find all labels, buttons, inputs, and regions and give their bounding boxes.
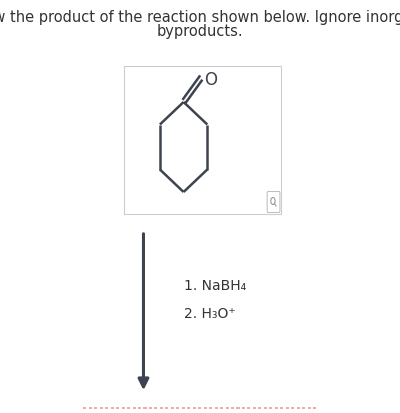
FancyBboxPatch shape [267,192,280,213]
Text: O: O [204,70,217,88]
Text: Draw the product of the reaction shown below. Ignore inorganic: Draw the product of the reaction shown b… [0,10,400,25]
Text: byproducts.: byproducts. [157,24,243,39]
Bar [124,67,281,214]
Text: 1. NaBH₄: 1. NaBH₄ [184,278,246,292]
Text: 2. H₃O⁺: 2. H₃O⁺ [184,306,235,320]
